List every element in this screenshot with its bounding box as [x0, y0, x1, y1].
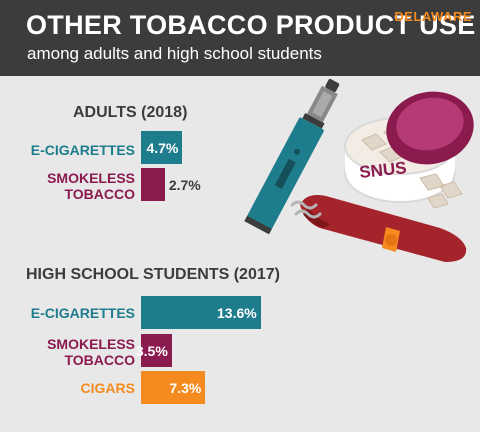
page-subtitle: among adults and high school students: [27, 44, 322, 63]
hs-category-label-3: CIGARS: [81, 380, 135, 396]
hs-value-e-cigarettes: 13.6%: [217, 305, 257, 321]
hs-value-cigars: 7.3%: [169, 380, 202, 396]
adults-bar-e-cigarettes: [141, 131, 183, 164]
page-title: OTHER TOBACCO PRODUCT USE: [26, 10, 476, 40]
adults-category-label-2: SMOKELESS TOBACCO: [47, 170, 135, 202]
adults-bar-smokeless-tobacco: [141, 168, 165, 201]
hs-cat3-line1: CIGARS: [80, 380, 135, 396]
hs-cat2-line1: SMOKELESS: [47, 336, 135, 352]
adults-cat2-line1: SMOKELESS: [47, 170, 135, 186]
hs-section-title: HIGH SCHOOL STUDENTS (2017): [26, 266, 280, 283]
hs-bar-smokeless-tobacco: [141, 334, 172, 367]
adults-section-title: ADULTS (2018): [73, 104, 188, 121]
snus-tin-icon: [344, 91, 474, 209]
adults-cat1-line1: E-CIGARETTES: [30, 142, 135, 158]
hs-category-label-1: E-CIGARETTES: [31, 305, 135, 321]
adults-value-smokeless-tobacco: 2.7%: [168, 177, 201, 193]
hs-bar-e-cigarettes: [141, 296, 261, 329]
hs-value-smokeless-tobacco: 3.5%: [135, 343, 168, 359]
cigar-icon: [300, 195, 467, 262]
tin-label: SNUS: [358, 158, 407, 182]
header-banner: OTHER TOBACCO PRODUCT USE among adults a…: [0, 0, 480, 76]
adults-cat2-line2: TOBACCO: [64, 186, 135, 202]
adults-category-label-1: E-CIGARETTES: [31, 142, 135, 158]
e-cigarette-icon: [244, 79, 340, 235]
state-label: DELAWARE: [394, 9, 472, 24]
adults-value-e-cigarettes: 4.7%: [146, 140, 179, 156]
hs-bar-cigars: [141, 371, 206, 404]
smoke-icon: [290, 200, 322, 219]
hs-category-label-2: SMOKELESS TOBACCO: [47, 336, 135, 368]
hs-cat2-line2: TOBACCO: [64, 352, 135, 368]
hs-cat1-line1: E-CIGARETTES: [30, 305, 135, 321]
